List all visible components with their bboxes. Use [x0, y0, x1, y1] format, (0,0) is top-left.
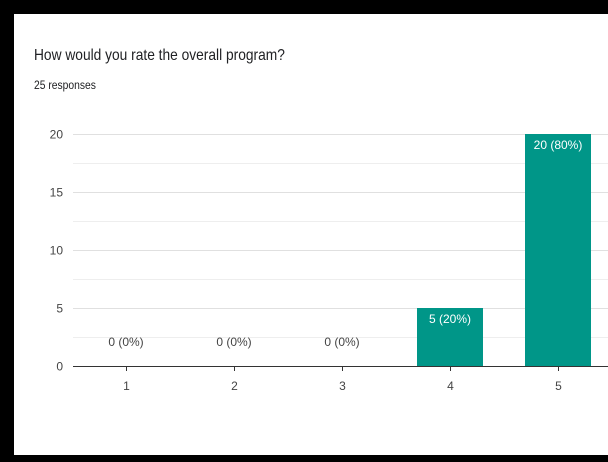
- x-axis-ticks: 1 2 3 4 5: [123, 366, 562, 393]
- bar-data-label: 0 (0%): [324, 335, 359, 349]
- y-tick-label: 15: [50, 186, 64, 200]
- question-card: How would you rate the overall program? …: [14, 14, 608, 455]
- bar-data-label: 0 (0%): [108, 335, 143, 349]
- gridlines: [73, 134, 608, 338]
- y-axis-ticks: 0 5 10 15 20: [50, 128, 64, 374]
- bar: [417, 308, 483, 366]
- bar: [525, 134, 591, 366]
- question-title: How would you rate the overall program?: [34, 47, 285, 64]
- y-tick-label: 5: [56, 302, 63, 316]
- bars: [417, 134, 591, 366]
- x-tick-label: 3: [339, 379, 346, 393]
- x-tick-label: 1: [123, 379, 130, 393]
- data-labels: 0 (0%) 0 (0%) 0 (0%) 5 (20%) 20 (80%): [108, 138, 582, 349]
- x-tick-label: 5: [555, 379, 562, 393]
- x-tick-label: 4: [447, 379, 454, 393]
- y-tick-label: 10: [50, 244, 64, 258]
- bar-data-label: 20 (80%): [534, 138, 583, 152]
- response-count: 25 responses: [34, 78, 96, 92]
- y-tick-label: 20: [50, 128, 64, 142]
- bar-data-label: 0 (0%): [216, 335, 251, 349]
- y-tick-label: 0: [56, 360, 63, 374]
- x-tick-label: 2: [231, 379, 238, 393]
- bar-data-label: 5 (20%): [429, 312, 471, 326]
